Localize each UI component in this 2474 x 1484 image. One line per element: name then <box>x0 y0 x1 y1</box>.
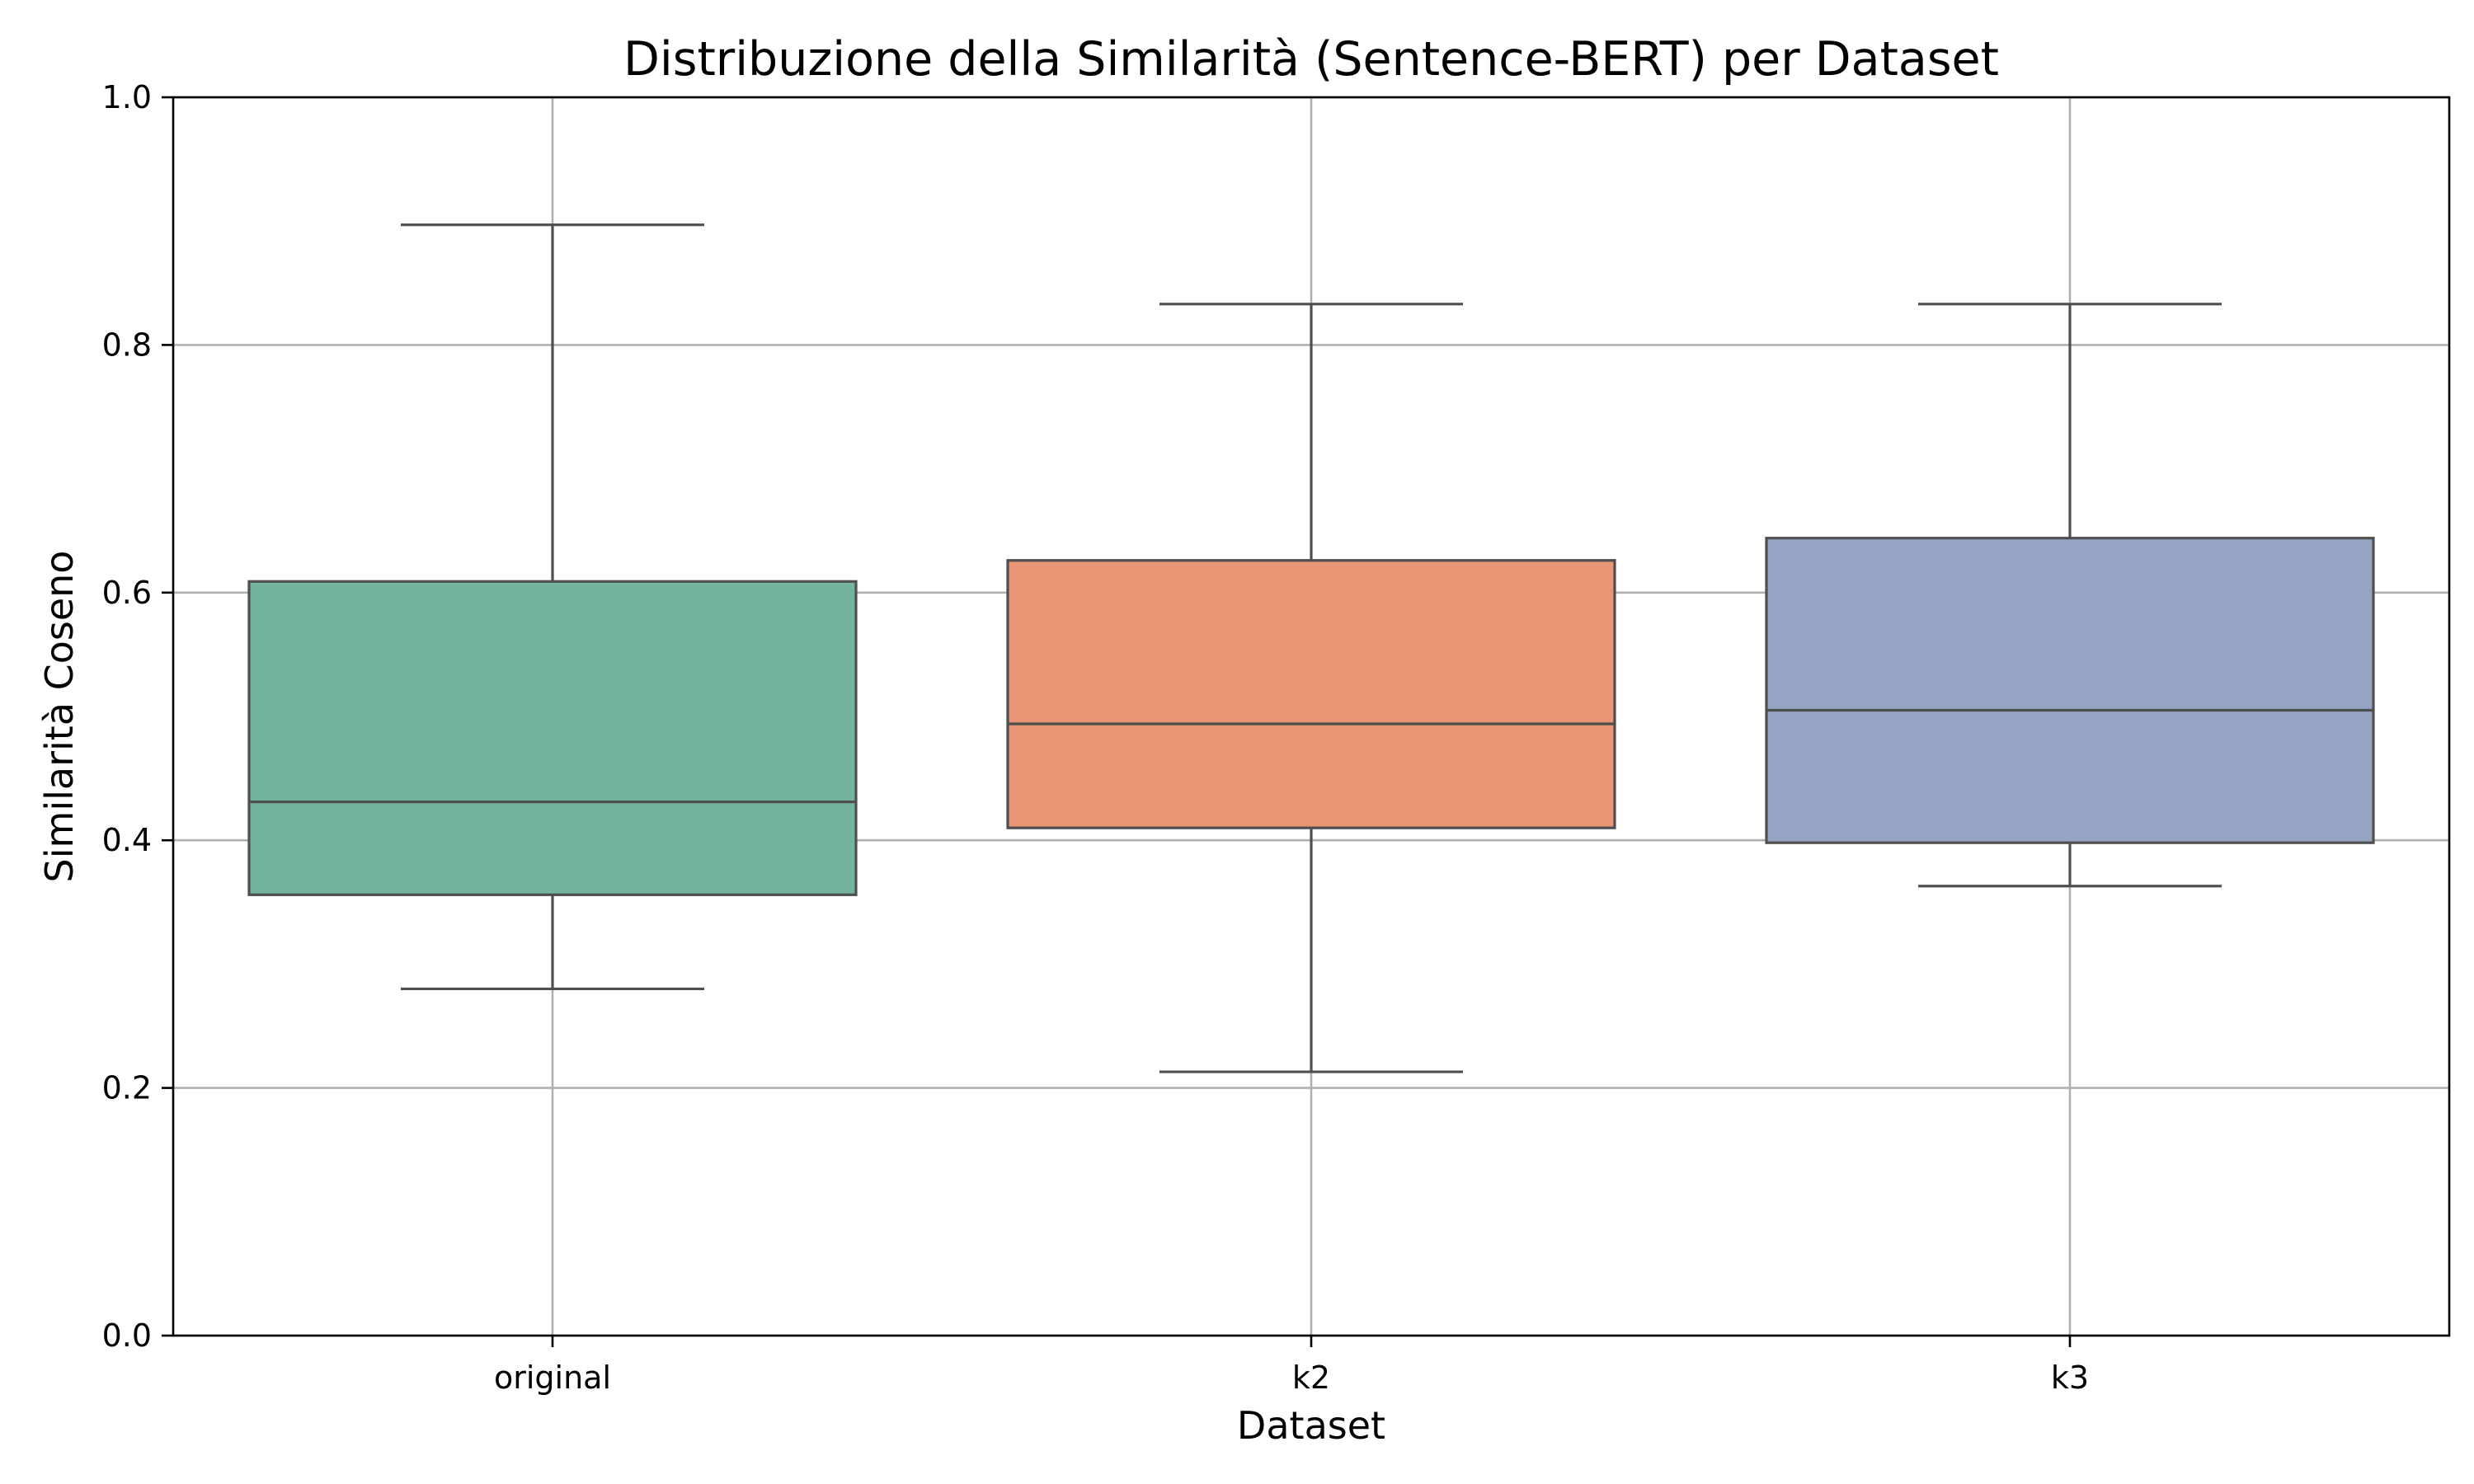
y-tick-label: 0.4 <box>102 822 152 858</box>
box-original <box>247 223 858 991</box>
y-tick-label: 0.8 <box>102 326 152 363</box>
box-k3 <box>1765 303 2375 888</box>
y-axis-label: Similarità Coseno <box>37 551 82 883</box>
chart-title: Distribuzione della Similarità (Sentence… <box>623 32 1999 87</box>
box-layer <box>247 223 2375 1073</box>
x-axis-label: Dataset <box>1237 1403 1385 1448</box>
box-k2 <box>1006 303 1616 1073</box>
iqr-box <box>1765 537 2375 844</box>
iqr-box <box>247 580 858 896</box>
iqr-box <box>1006 559 1616 829</box>
x-tick-label-k2: k2 <box>1292 1360 1330 1396</box>
y-tick-label: 0.6 <box>102 575 152 611</box>
x-tick-label-k3: k3 <box>2051 1360 2089 1396</box>
y-tick-label: 1.0 <box>102 79 152 115</box>
y-tick-label: 0.0 <box>102 1317 152 1354</box>
tick-layer: 0.0 0.2 0.4 0.6 0.8 1.0 original k2 k3 <box>102 79 2090 1396</box>
y-tick-label: 0.2 <box>102 1070 152 1106</box>
x-tick-label-original: original <box>494 1360 611 1396</box>
